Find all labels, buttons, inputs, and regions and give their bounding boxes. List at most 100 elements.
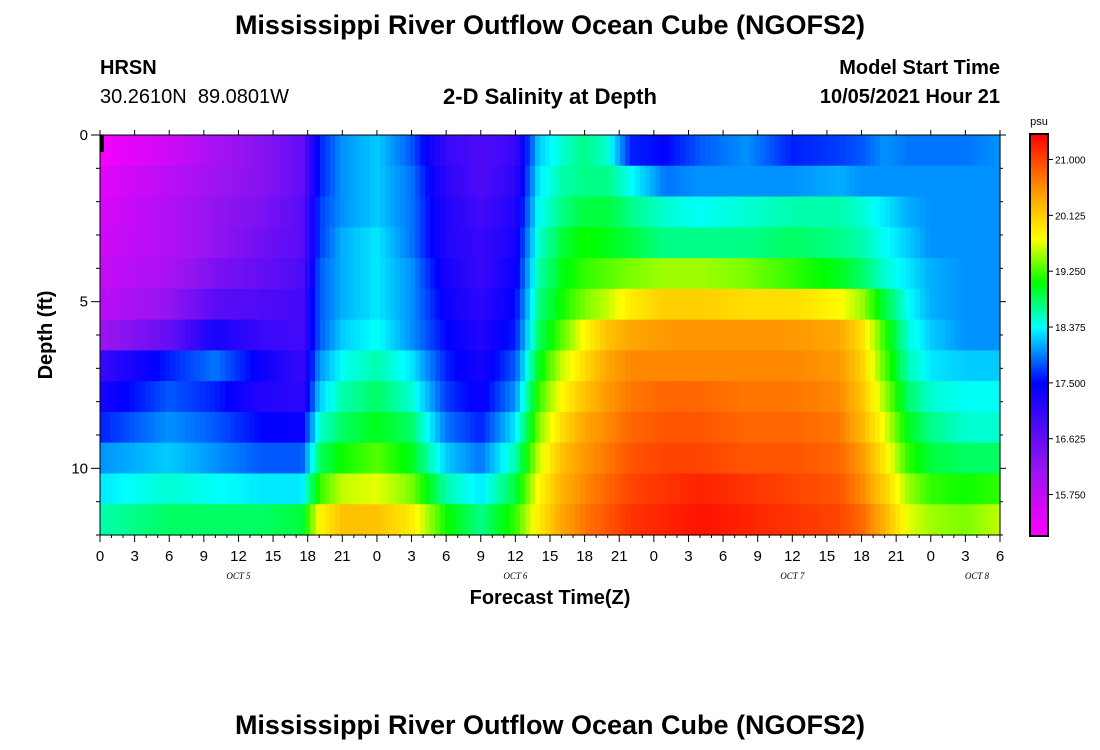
heatmap-cell (470, 288, 476, 321)
heatmap-cell (320, 381, 326, 413)
heatmap-cell (155, 319, 161, 351)
heatmap-cell (825, 473, 831, 505)
heatmap-cell (690, 165, 696, 198)
heatmap-cell (475, 165, 481, 198)
heatmap-cell (735, 196, 741, 228)
heatmap-cell (430, 288, 436, 321)
heatmap-cell (800, 350, 806, 382)
heatmap-cell (730, 319, 736, 351)
heatmap-cell (655, 196, 661, 228)
x-axis-label: Forecast Time(Z) (470, 587, 631, 609)
heatmap-cell (470, 350, 476, 382)
heatmap-cell (105, 258, 111, 290)
heatmap-cell (265, 442, 271, 475)
heatmap-cell (315, 381, 321, 413)
heatmap-cell (155, 258, 161, 290)
heatmap-cell (940, 165, 946, 198)
heatmap-cell (560, 411, 566, 444)
heatmap-cell (385, 442, 391, 475)
heatmap-cell (860, 442, 866, 475)
heatmap-cell (700, 473, 706, 505)
heatmap-cell (300, 165, 306, 198)
heatmap-cell (545, 165, 551, 198)
heatmap-cell (360, 258, 366, 290)
heatmap-cell (810, 288, 816, 321)
heatmap-cell (270, 258, 276, 290)
heatmap-cell (945, 504, 951, 536)
heatmap-cell (615, 196, 621, 228)
heatmap-cell (615, 504, 621, 536)
heatmap-cell (290, 196, 296, 228)
heatmap-cell (710, 350, 716, 382)
heatmap-cell (795, 473, 801, 505)
heatmap-cell (610, 350, 616, 382)
heatmap-cell (850, 258, 856, 290)
heatmap-cell (130, 258, 136, 290)
heatmap-cell (595, 227, 601, 259)
heatmap-cell (405, 442, 411, 475)
heatmap-cell (540, 135, 546, 167)
heatmap-cell (655, 381, 661, 413)
heatmap-cell (370, 227, 376, 259)
heatmap-cell (740, 196, 746, 228)
heatmap-cell (385, 319, 391, 351)
heatmap-cell (685, 319, 691, 351)
heatmap-cell (130, 135, 136, 167)
heatmap-cell (630, 442, 636, 475)
heatmap-cell (440, 442, 446, 475)
heatmap-cell (415, 165, 421, 198)
heatmap-cell (570, 258, 576, 290)
heatmap-cell (490, 473, 496, 505)
heatmap-cell (985, 473, 991, 505)
heatmap-cell (555, 350, 561, 382)
heatmap-cell (105, 381, 111, 413)
heatmap-cell (350, 196, 356, 228)
heatmap-cell (760, 227, 766, 259)
heatmap-cell (110, 165, 116, 198)
heatmap-cell (185, 227, 191, 259)
heatmap-cell (750, 411, 756, 444)
heatmap-cell (875, 350, 881, 382)
heatmap-cell (340, 227, 346, 259)
heatmap-cell (505, 258, 511, 290)
heatmap-cell (595, 350, 601, 382)
x-tick-label: 21 (888, 548, 905, 565)
heatmap-cell (175, 381, 181, 413)
heatmap-cell (665, 504, 671, 536)
heatmap-cell (175, 135, 181, 167)
heatmap-cell (120, 381, 126, 413)
heatmap-cell (725, 165, 731, 198)
heatmap-cell (545, 381, 551, 413)
heatmap-cell (705, 381, 711, 413)
heatmap-cell (465, 442, 471, 475)
heatmap-cell (555, 319, 561, 351)
heatmap-cell (835, 442, 841, 475)
heatmap-cell (130, 227, 136, 259)
heatmap-cell (325, 381, 331, 413)
heatmap-cell (765, 504, 771, 536)
heatmap-cell (100, 442, 106, 475)
heatmap-cell (240, 381, 246, 413)
heatmap-cell (430, 227, 436, 259)
heatmap-cell (705, 165, 711, 198)
heatmap-cell (870, 288, 876, 321)
heatmap-cell (555, 381, 561, 413)
heatmap-cell (730, 442, 736, 475)
heatmap-cell (895, 165, 901, 198)
heatmap-cell (495, 442, 501, 475)
heatmap-cell (925, 411, 931, 444)
heatmap-cell (965, 196, 971, 228)
heatmap-cell (330, 227, 336, 259)
heatmap-cell (605, 442, 611, 475)
heatmap-cell (320, 504, 326, 536)
heatmap-cell (415, 227, 421, 259)
heatmap-cell (125, 442, 131, 475)
heatmap-cell (650, 165, 656, 198)
heatmap-cell (155, 196, 161, 228)
heatmap-cell (620, 442, 626, 475)
heatmap-cell (740, 473, 746, 505)
heatmap-cell (745, 165, 751, 198)
heatmap-cell (370, 473, 376, 505)
heatmap-cell (800, 442, 806, 475)
heatmap-cell (515, 258, 521, 290)
